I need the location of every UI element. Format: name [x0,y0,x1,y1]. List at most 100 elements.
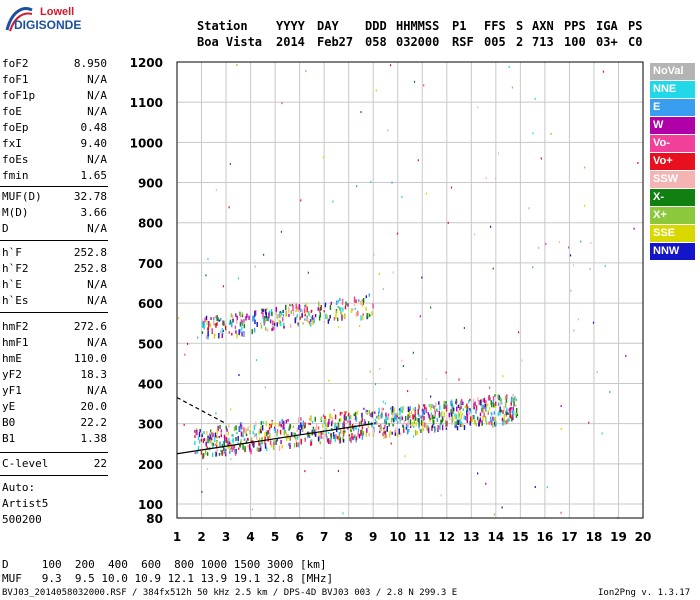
echo-mark [462,401,464,406]
echo-mark [429,403,431,407]
echo-mark [472,403,475,409]
echo-mark [194,441,196,446]
echo-mark [354,436,356,441]
echo-mark [504,395,507,400]
echo-mark [352,437,354,441]
echo-mark [362,315,364,320]
echo-mark [218,452,221,456]
echo-mark [407,406,410,413]
echo-mark [366,409,368,413]
noise-mark [280,230,283,233]
echo-mark [361,426,364,430]
param-value: 252.8 [73,246,107,259]
echo-mark [355,425,357,430]
echo-mark [407,417,409,420]
echo-mark [240,319,243,324]
echo-mark [278,423,280,427]
param-value: 18.3 [80,368,108,381]
echo-mark [261,441,264,445]
echo-mark [421,422,423,426]
echo-mark [219,424,221,429]
echo-mark [465,414,468,421]
echo-mark [214,323,216,326]
noise-mark [589,267,591,270]
echo-mark [342,299,344,304]
echo-mark [198,439,201,444]
echo-mark [445,427,448,430]
echo-mark [380,413,382,419]
echo-mark [315,423,318,429]
echo-mark [368,409,370,415]
muf-row: MUF 9.3 9.5 10.0 10.9 12.1 13.9 19.1 32.… [2,572,334,585]
echo-mark [268,312,270,319]
echo-mark [220,431,222,435]
noise-mark [572,264,575,267]
echo-mark [217,425,219,432]
echo-mark [458,419,460,425]
noise-mark [240,422,242,425]
echo-mark [385,412,387,417]
echo-mark [225,449,227,452]
echo-mark [226,428,228,432]
echo-mark [266,316,268,322]
echo-mark [469,398,471,402]
echo-mark [365,408,367,414]
echo-mark [223,441,225,447]
echo-mark [418,423,420,429]
header-label: S [516,19,524,33]
noise-mark [502,375,504,378]
echo-mark [239,422,242,428]
noise-mark [307,271,310,274]
echo-mark [429,414,432,419]
echo-mark [459,403,461,410]
echo-mark [273,442,275,446]
echo-mark [427,412,430,416]
echo-mark [457,410,460,416]
echo-mark [374,411,376,414]
echo-mark [288,436,291,441]
echo-mark [374,418,377,422]
echo-mark [408,429,410,432]
echo-mark [313,429,316,435]
echo-mark [347,427,349,430]
echo-mark [253,432,256,438]
echo-mark [402,425,405,429]
y-tick-label: 1000 [130,136,163,150]
echo-mark [433,419,435,425]
noise-mark [236,63,238,66]
noise-mark [545,242,547,245]
echo-mark [211,452,214,458]
echo-mark [343,431,345,436]
echo-mark [458,413,460,416]
echo-mark [349,415,352,420]
param-value: N/A [87,384,107,397]
echo-mark [300,438,303,445]
echo-mark [294,317,296,324]
echo-mark [249,430,251,435]
noise-mark [206,468,209,471]
echo-mark [219,318,222,321]
echo-mark [229,450,231,454]
noise-mark [382,288,384,291]
echo-mark [385,419,387,425]
echo-mark [319,441,322,445]
echo-mark [216,315,218,321]
noise-mark [407,390,409,393]
header-label: Station [197,19,248,33]
param-name: hmF1 [2,336,29,349]
x-tick-label: 2 [197,530,205,544]
echo-mark [303,425,306,429]
echo-mark [264,443,267,449]
echo-mark [247,426,249,431]
echo-mark [296,436,299,440]
echo-mark [469,408,471,411]
echo-mark [235,313,237,317]
echo-mark [275,306,278,312]
echo-mark [216,436,218,439]
echo-mark [199,429,201,433]
echo-mark [384,430,386,435]
noise-mark [396,232,399,235]
echo-mark [507,412,509,415]
echo-mark [324,302,327,308]
echo-mark [408,411,410,416]
